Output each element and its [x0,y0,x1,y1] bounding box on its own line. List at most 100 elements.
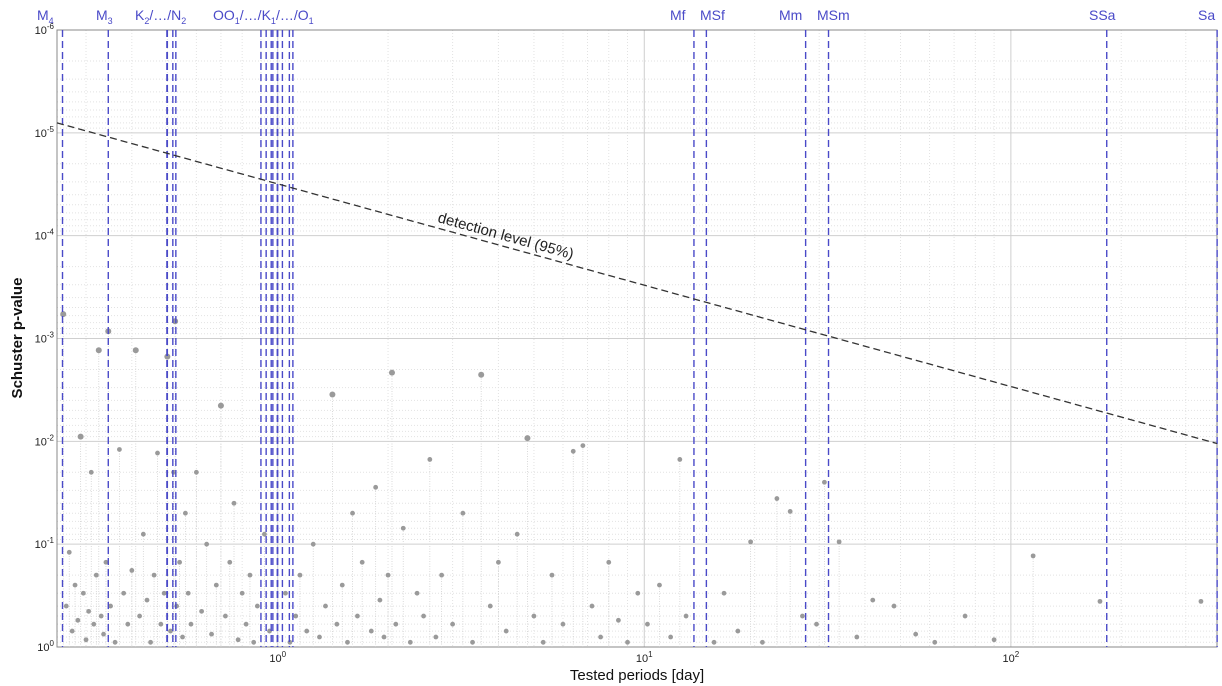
data-point [645,621,650,627]
data-point [93,572,99,578]
data-point [345,639,350,645]
data-point [932,639,938,645]
data-point [735,628,741,634]
data-point [239,590,245,596]
data-point [121,590,127,596]
data-point [151,572,157,578]
data-point [66,549,72,555]
tick-label: 100 [37,639,54,654]
data-point [140,531,146,537]
data-point [155,450,160,456]
data-point [129,568,135,573]
data-point [787,508,793,514]
data-point [800,613,805,619]
data-point [63,603,69,609]
tick-label: 10-5 [35,125,55,140]
tick-label: 102 [1003,650,1020,665]
data-point [168,628,173,634]
constituent-label: MSm [817,7,850,23]
data-point [774,496,780,501]
data-point [836,539,842,545]
data-point [137,613,142,619]
data-point [223,613,228,619]
data-point [531,613,537,619]
tick-label: 10-4 [35,228,55,243]
data-point [359,559,365,565]
data-point [254,603,260,609]
constituent-label: Sa [1198,7,1215,23]
tick-label: 10-6 [35,22,55,37]
data-point [174,603,180,609]
data-point [503,628,509,634]
data-point [377,597,383,603]
data-point [243,621,249,627]
data-point [625,639,630,645]
data-point [60,311,67,318]
data-point [188,621,194,627]
data-point [161,590,167,596]
data-point [304,628,310,634]
data-point [103,559,109,565]
data-point [433,634,439,640]
y-axis-title: Schuster p-value [9,278,26,399]
data-point [199,608,204,614]
data-point [334,621,340,627]
data-point [470,639,475,645]
tick-label: 10-1 [35,536,55,551]
data-point [427,457,433,462]
x-axis-title: Tested periods [day] [570,667,704,684]
data-point [310,541,316,547]
data-point [209,631,214,637]
data-point [560,621,566,627]
data-point [393,621,399,627]
data-point [439,572,445,578]
data-point [77,433,84,440]
tick-label: 10-2 [35,433,55,448]
constituent-label: SSa [1089,7,1116,23]
data-point [891,603,897,609]
data-points [60,311,1204,647]
data-point [158,621,164,627]
data-point [117,447,122,452]
data-point [677,457,683,462]
data-point [570,448,576,454]
data-point [83,637,89,643]
data-point [760,639,765,645]
constituent-label: M3 [96,7,113,26]
tick-label: 10-3 [35,331,55,346]
data-point [204,541,210,547]
data-point [368,628,374,634]
data-point [514,531,520,537]
data-point [98,613,104,619]
constituent-label: M4 [37,7,54,26]
data-point [683,613,689,619]
data-point [132,347,139,354]
data-point [323,603,328,609]
constituent-lines: M4 M3 K2/…/N2 OO1/…/K1/…/O1 Mf MSf Mm MSm SSa Sa [37,7,1218,647]
constituent-label: MSf [700,7,725,23]
data-point [317,634,322,640]
constituent-label: K2/…/N2 [135,7,186,26]
data-point [177,559,183,565]
data-point [1198,598,1204,604]
data-point [373,484,379,490]
data-point [144,597,150,603]
data-point [350,510,355,516]
data-point [606,559,612,565]
data-point [540,639,546,645]
tick-label: 100 [269,650,286,665]
data-point [524,435,531,442]
data-point [870,597,876,603]
data-point [148,639,153,645]
data-point [388,369,395,376]
data-point [297,572,303,578]
data-point [108,603,113,609]
data-point [589,603,595,609]
data-point [549,572,555,578]
data-point [193,469,199,475]
data-point [112,639,118,645]
data-point [748,539,754,545]
data-point [339,582,345,588]
data-point [721,590,727,596]
data-point [262,531,267,537]
